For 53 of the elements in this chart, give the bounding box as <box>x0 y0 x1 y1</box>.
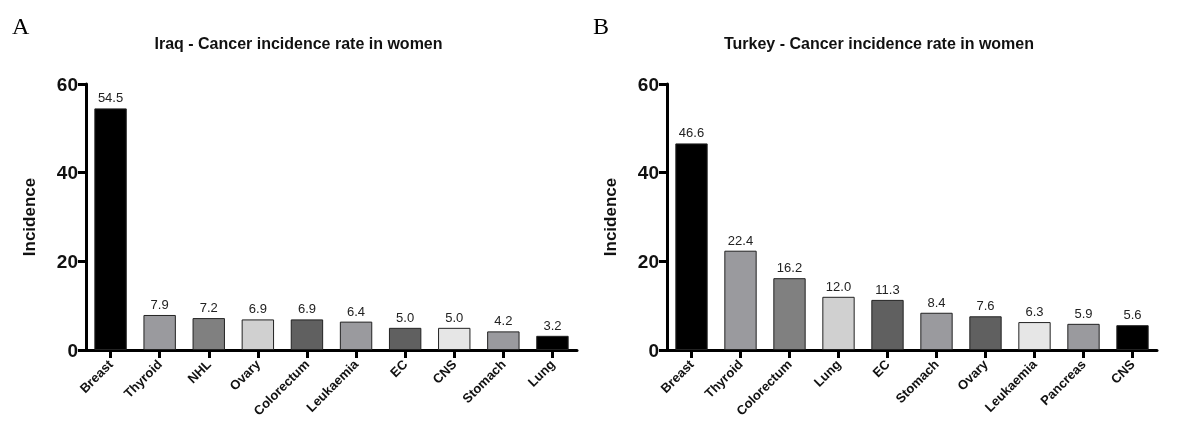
bar <box>871 299 904 350</box>
data-label: 12.0 <box>825 278 852 294</box>
chart-title: Turkey - Cancer incidence rate in women <box>723 34 1035 52</box>
data-label: 5.6 <box>1123 307 1142 323</box>
y-tick-label: 20 <box>56 250 78 272</box>
data-label: 7.2 <box>199 300 218 316</box>
bar <box>724 250 757 350</box>
data-label: 7.9 <box>150 296 169 312</box>
y-tick-label: 0 <box>67 339 78 361</box>
x-tick-label: NHL <box>184 356 215 387</box>
bar <box>438 327 471 350</box>
x-tick-label: EC <box>387 356 411 381</box>
bar <box>192 318 225 350</box>
y-tick-label: 40 <box>56 162 78 184</box>
data-label: 6.3 <box>1025 304 1044 320</box>
bar <box>1018 322 1051 350</box>
data-label: 7.6 <box>976 298 995 314</box>
data-label: 5.0 <box>396 309 415 325</box>
y-axis-title: Incidence <box>20 177 39 257</box>
data-label: 11.3 <box>875 281 900 297</box>
y-tick-label: 60 <box>637 73 659 95</box>
bar <box>969 316 1002 350</box>
bar <box>920 312 953 350</box>
text: B <box>593 13 610 39</box>
data-label: 6.4 <box>347 303 366 319</box>
y-tick-label: 20 <box>637 250 659 272</box>
bar <box>290 319 324 350</box>
y-axis-title: Incidence <box>601 177 620 257</box>
bar <box>773 278 806 350</box>
bar <box>1067 323 1100 350</box>
data-label: 46.6 <box>678 125 705 141</box>
y-tick-label: 60 <box>56 73 78 95</box>
data-label: 16.2 <box>776 260 803 276</box>
data-label: 5.0 <box>445 309 464 325</box>
data-label: 22.4 <box>727 232 754 248</box>
y-tick-label: 40 <box>637 162 659 184</box>
bar <box>388 327 422 350</box>
data-label: 8.4 <box>927 294 946 310</box>
text: A <box>12 13 30 39</box>
y-tick-label: 0 <box>648 339 659 361</box>
bar <box>143 314 176 350</box>
data-label: 4.2 <box>494 313 513 329</box>
data-label: 6.9 <box>248 301 267 317</box>
chart-title: Iraq - Cancer incidence rate in women <box>154 34 443 52</box>
bar <box>241 319 275 350</box>
data-label: 6.9 <box>297 301 316 317</box>
x-tick-label: EC <box>869 356 894 381</box>
bar <box>339 321 373 350</box>
data-label: 5.9 <box>1074 305 1093 321</box>
bar <box>487 331 520 350</box>
data-label: 3.2 <box>543 317 562 333</box>
bar <box>822 296 855 350</box>
data-label: 54.5 <box>97 90 124 106</box>
